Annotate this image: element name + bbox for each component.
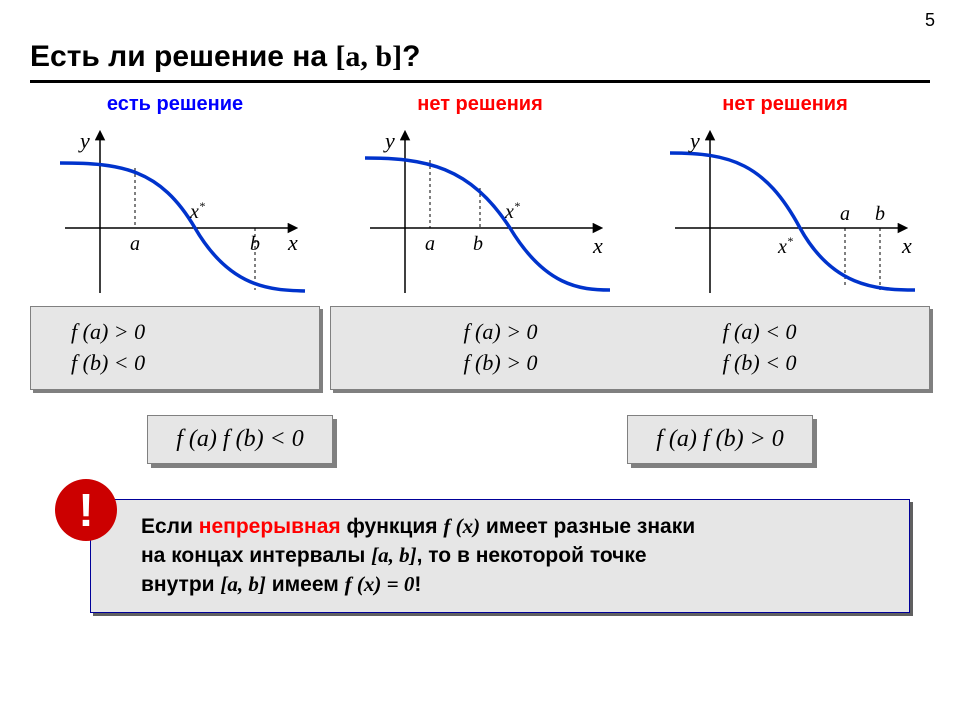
th-3d: f (x) = 0 (345, 572, 415, 596)
chart-3: y x a b x* (650, 118, 920, 298)
title-suffix: ? (402, 40, 420, 73)
x-label: x (592, 233, 603, 258)
prod-right: f (a) f (b) > 0 (627, 415, 813, 464)
y-label: y (383, 128, 395, 153)
th-2a: на концах интервалы (141, 544, 371, 567)
th-1e: имеет разные знаки (480, 515, 695, 538)
b-label: b (250, 233, 260, 255)
cond-box-1: f (a) > 0 f (b) < 0 (30, 306, 320, 390)
x-label: x (287, 230, 298, 255)
b-label: b (473, 233, 483, 255)
theorem-box: Если непрерывная функция f (x) имеет раз… (90, 499, 910, 613)
th-3b: [a, b] (220, 572, 266, 596)
th-1c: функция (341, 515, 444, 538)
cond1-fa: f (a) > 0 (71, 317, 279, 348)
th-2b: [a, b] (371, 543, 417, 567)
chart-3-caption: нет решения (640, 93, 930, 116)
xstar-label: x* (189, 199, 205, 223)
xstar-label: x* (504, 199, 520, 223)
y-label: y (688, 128, 700, 153)
th-3c: имеем (266, 573, 345, 596)
th-1a: Если (141, 515, 199, 538)
cond1-fb: f (b) < 0 (71, 348, 279, 379)
chart-1-col: есть решение y x a b (30, 93, 320, 298)
chart-2-caption: нет решения (335, 93, 625, 116)
xstar-label: x* (777, 234, 793, 258)
exclaim-badge: ! (55, 479, 117, 541)
chart-2: y x a b x* (345, 118, 615, 298)
th-3e: ! (414, 573, 421, 596)
th-2c: , то в некоторой точке (417, 544, 647, 567)
a-label: a (130, 233, 140, 255)
title-prefix: Есть ли решение на (30, 40, 335, 73)
cond3-fa: f (a) < 0 (722, 317, 796, 348)
chart-1-caption: есть решение (30, 93, 320, 116)
slide-title: Есть ли решение на [a, b]? (30, 40, 930, 83)
chart-3-col: нет решения y x a b x* (640, 93, 930, 298)
page-number: 5 (925, 10, 935, 31)
th-1d: f (x) (443, 514, 480, 538)
b-label: b (875, 203, 885, 225)
cond3-fb: f (b) < 0 (722, 348, 796, 379)
chart-2-col: нет решения y x a b x* (335, 93, 625, 298)
product-row: f (a) f (b) < 0 f (a) f (b) > 0 (30, 415, 930, 464)
cond-box-23: f (a) > 0 f (b) > 0 f (a) < 0 f (b) < 0 (330, 306, 930, 390)
theorem-wrap: ! Если непрерывная функция f (x) имеет р… (90, 499, 910, 613)
x-label: x (901, 233, 912, 258)
a-label: a (425, 233, 435, 255)
title-interval: [a, b] (335, 40, 402, 73)
y-label: y (78, 128, 90, 153)
charts-row: есть решение y x a b (30, 93, 930, 298)
cond2-fa: f (a) > 0 (463, 317, 537, 348)
prod-left: f (a) f (b) < 0 (147, 415, 333, 464)
chart-1: y x a b x* (40, 118, 310, 298)
a-label: a (840, 203, 850, 225)
th-3a: внутри (141, 573, 220, 596)
th-1b: непрерывная (199, 515, 341, 538)
cond2-fb: f (b) > 0 (463, 348, 537, 379)
conditions-row: f (a) > 0 f (b) < 0 f (a) > 0 f (b) > 0 … (30, 306, 930, 390)
